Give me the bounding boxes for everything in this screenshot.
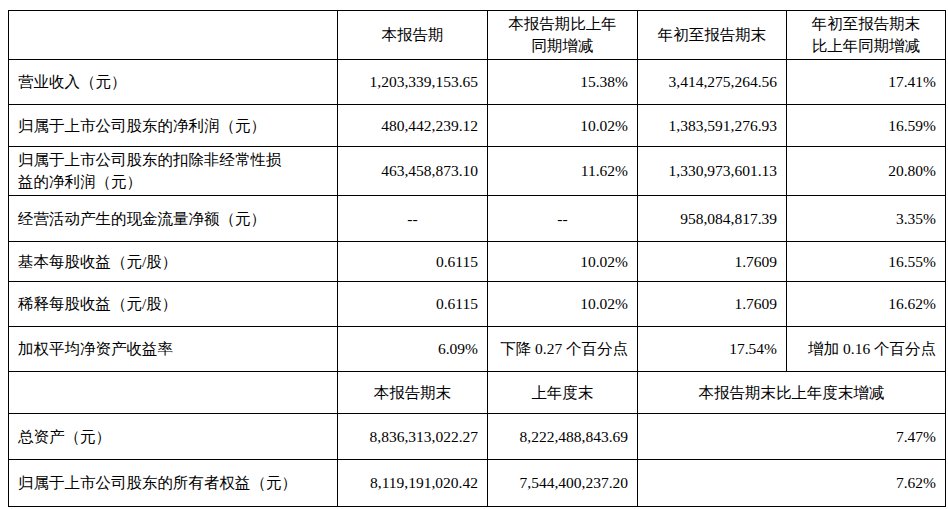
table-row: 总资产（元） 8,836,313,022.27 8,222,488,843.69…	[9, 414, 946, 460]
value-cell: 1.7609	[638, 242, 787, 282]
value-cell: 17.54%	[638, 327, 787, 372]
table-row: 营业收入（元） 1,203,339,153.65 15.38% 3,414,27…	[9, 60, 946, 105]
row-label: 总资产（元）	[9, 414, 338, 460]
value-cell: 3,414,275,264.56	[638, 60, 787, 105]
value-cell: 7,544,400,237.20	[488, 460, 638, 507]
column-header-yoy-change: 本报告期比上年 同期增减	[488, 11, 638, 60]
value-cell: 8,836,313,022.27	[338, 414, 488, 460]
value-cell: 1.7609	[638, 282, 787, 327]
table-row: 归属于上市公司股东的扣除非经常性损 益的净利润（元） 463,458,873.1…	[9, 147, 946, 196]
value-cell: 11.62%	[488, 147, 638, 196]
table-row: 归属于上市公司股东的净利润（元） 480,442,239.12 10.02% 1…	[9, 105, 946, 147]
value-cell: 1,383,591,276.93	[638, 105, 787, 147]
value-cell: 16.55%	[787, 242, 946, 282]
table-row: 稀释每股收益（元/股） 0.6115 10.02% 1.7609 16.62%	[9, 282, 946, 327]
table-row: 经营活动产生的现金流量净额（元） -- -- 958,084,817.39 3.…	[9, 196, 946, 242]
value-cell: 15.38%	[488, 60, 638, 105]
value-cell: 16.62%	[787, 282, 946, 327]
value-cell: 480,442,239.12	[338, 105, 488, 147]
row-label: 加权平均净资产收益率	[9, 327, 338, 372]
value-cell: 8,119,191,020.42	[338, 460, 488, 507]
value-cell-na: --	[338, 196, 488, 242]
value-cell: 0.6115	[338, 242, 488, 282]
value-cell: 8,222,488,843.69	[488, 414, 638, 460]
value-cell: 1,330,973,601.13	[638, 147, 787, 196]
corner-cell	[9, 11, 338, 60]
value-cell: 下降 0.27 个百分点	[488, 327, 638, 372]
section1-header-row: 本报告期 本报告期比上年 同期增减 年初至报告期末 年初至报告期末 比上年同期增…	[9, 11, 946, 60]
row-label: 归属于上市公司股东的扣除非经常性损 益的净利润（元）	[9, 147, 338, 196]
table-row: 归属于上市公司股东的所有者权益（元） 8,119,191,020.42 7,54…	[9, 460, 946, 507]
row-label: 稀释每股收益（元/股）	[9, 282, 338, 327]
column-header-period-end: 本报告期末	[338, 372, 488, 414]
value-cell-na: --	[488, 196, 638, 242]
row-label: 基本每股收益（元/股）	[9, 242, 338, 282]
value-cell: 1,203,339,153.65	[338, 60, 488, 105]
value-cell: 17.41%	[787, 60, 946, 105]
value-cell: 10.02%	[488, 282, 638, 327]
column-header-ytd: 年初至报告期末	[638, 11, 787, 60]
value-cell: 增加 0.16 个百分点	[787, 327, 946, 372]
section2-header-row: 本报告期末 上年度末 本报告期末比上年度末增减	[9, 372, 946, 414]
value-cell: 3.35%	[787, 196, 946, 242]
column-header-ytd-yoy-change: 年初至报告期末 比上年同期增减	[787, 11, 946, 60]
financial-summary-table: 本报告期 本报告期比上年 同期增减 年初至报告期末 年初至报告期末 比上年同期增…	[8, 10, 946, 507]
value-cell: 16.59%	[787, 105, 946, 147]
table-row: 加权平均净资产收益率 6.09% 下降 0.27 个百分点 17.54% 增加 …	[9, 327, 946, 372]
column-header-change-vs-prior-year-end: 本报告期末比上年度末增减	[638, 372, 946, 414]
row-label: 营业收入（元）	[9, 60, 338, 105]
row-label: 归属于上市公司股东的净利润（元）	[9, 105, 338, 147]
value-cell: 463,458,873.10	[338, 147, 488, 196]
column-header-current-period: 本报告期	[338, 11, 488, 60]
row-label: 归属于上市公司股东的所有者权益（元）	[9, 460, 338, 507]
value-cell: 7.62%	[638, 460, 946, 507]
value-cell: 10.02%	[488, 242, 638, 282]
value-cell: 7.47%	[638, 414, 946, 460]
value-cell: 20.80%	[787, 147, 946, 196]
column-header-prior-year-end: 上年度末	[488, 372, 638, 414]
value-cell: 958,084,817.39	[638, 196, 787, 242]
row-label: 经营活动产生的现金流量净额（元）	[9, 196, 338, 242]
value-cell: 10.02%	[488, 105, 638, 147]
table-row: 基本每股收益（元/股） 0.6115 10.02% 1.7609 16.55%	[9, 242, 946, 282]
value-cell: 0.6115	[338, 282, 488, 327]
value-cell: 6.09%	[338, 327, 488, 372]
corner-cell	[9, 372, 338, 414]
